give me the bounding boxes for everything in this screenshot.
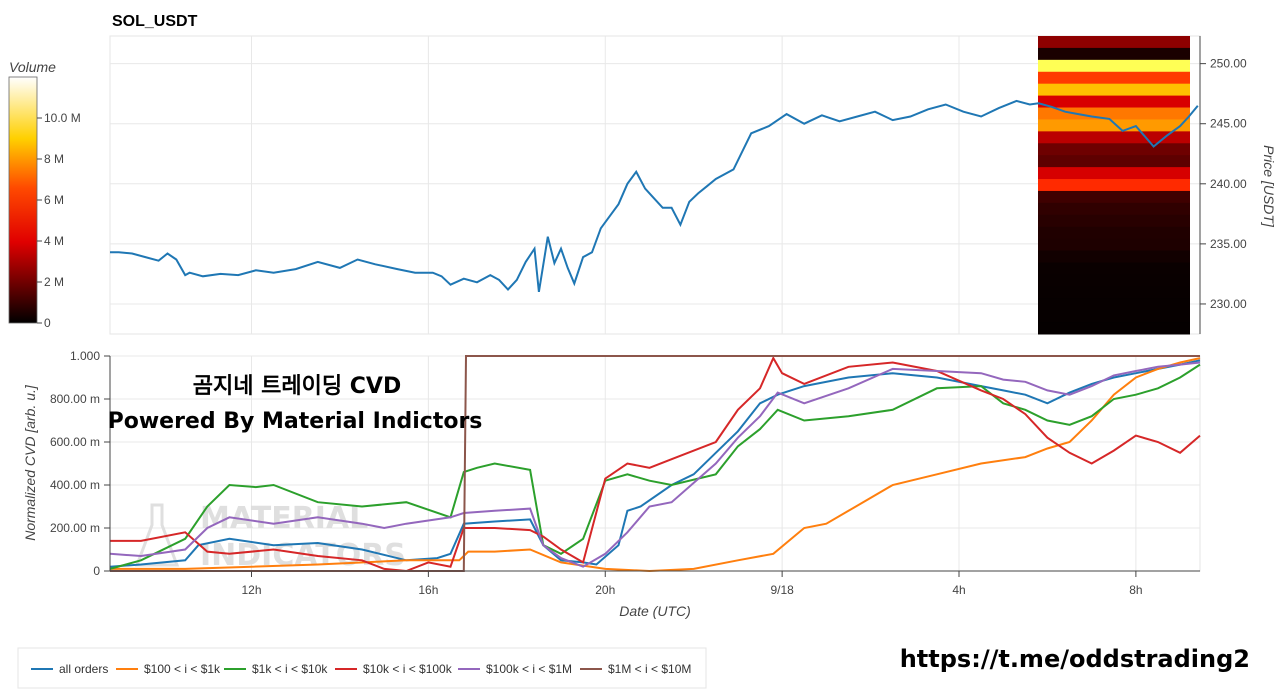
- heatmap-row: [1038, 131, 1190, 144]
- heatmap-row: [1038, 179, 1190, 192]
- cvd-plot-area: [109, 355, 1201, 572]
- price-y-axis-label: Price [USDT]: [1261, 145, 1277, 228]
- heatmap-row: [1038, 95, 1190, 109]
- heatmap-row: [1038, 107, 1190, 120]
- heatmap-row: [1038, 119, 1190, 132]
- legend-label: $100 < i < $1k: [144, 662, 221, 676]
- overlay-powered-by: Powered By Material Indictors: [108, 409, 483, 434]
- heatmap-row: [1038, 310, 1190, 323]
- price-y-tick-label: 235.00: [1210, 237, 1247, 251]
- heatmap-row: [1038, 47, 1190, 61]
- colorbar-tick-label: 0: [44, 316, 51, 330]
- cvd-x-tick-label: 16h: [418, 583, 438, 597]
- legend-label: $10k < i < $100k: [363, 662, 453, 676]
- cvd-x-tick-label: 4h: [952, 583, 965, 597]
- overlay-korean-title: 곰지네 트레이딩 CVD: [193, 374, 401, 399]
- heatmap-row: [1038, 238, 1190, 252]
- cvd-series-line: [110, 355, 1201, 573]
- heatmap-row: [1038, 190, 1190, 204]
- cvd-y-tick-label: 400.00 m: [50, 478, 100, 492]
- price-plot-area: [109, 35, 1201, 335]
- price-chart-title: SOL_USDT: [112, 13, 198, 30]
- cvd-x-tick-label: 12h: [241, 583, 261, 597]
- cvd-x-tick-label: 20h: [595, 583, 615, 597]
- volume-heatmap: [1038, 36, 1190, 335]
- price-series-line: [110, 99, 1199, 293]
- heatmap-row: [1038, 322, 1190, 335]
- cvd-series-line: [109, 363, 1201, 570]
- heatmap-row: [1038, 167, 1190, 180]
- legend-label: $100k < i < $1M: [486, 662, 572, 676]
- legend-label: all orders: [59, 662, 108, 676]
- heatmap-row: [1038, 83, 1190, 97]
- heatmap-row: [1038, 274, 1190, 287]
- price-y-tick-label: 245.00: [1210, 117, 1247, 131]
- legend-label: $1M < i < $10M: [608, 662, 691, 676]
- legend: all orders $100 < i < $1k $1k < i < $10k $1…: [17, 647, 707, 689]
- cvd-x-tick-label: 9/18: [770, 583, 794, 597]
- price-y-tick-label: 240.00: [1210, 177, 1247, 191]
- heatmap-row: [1038, 202, 1190, 216]
- cvd-series-line: [109, 359, 1201, 568]
- heatmap-row: [1038, 262, 1190, 275]
- cvd-x-tick-label: 8h: [1129, 583, 1142, 597]
- cvd-x-axis: 12h 16h 20h 9/18 4h 8h: [110, 570, 1200, 597]
- heatmap-row: [1038, 59, 1190, 73]
- cvd-y-tick-label: 800.00 m: [50, 392, 100, 406]
- cvd-series-line: [109, 361, 1201, 568]
- price-y-tick-label: 230.00: [1210, 297, 1247, 311]
- heatmap-row: [1038, 36, 1190, 49]
- telegram-url: https://t.me/oddstrading2: [900, 645, 1250, 673]
- heatmap-row: [1038, 143, 1190, 156]
- colorbar-tick-label: 4 M: [44, 234, 64, 248]
- colorbar-tick-label: 2 M: [44, 275, 64, 289]
- heatmap-row: [1038, 286, 1190, 299]
- heatmap-row: [1038, 155, 1190, 168]
- volume-colorbar: Volume 0 2 M 4 M 6 M 8 M 10.0 M: [8, 59, 81, 330]
- heatmap-row: [1038, 214, 1190, 228]
- legend-label: $1k < i < $10k: [252, 662, 328, 676]
- colorbar-ticks: 0 2 M 4 M 6 M 8 M 10.0 M: [37, 111, 81, 330]
- cvd-y-tick-label: 1.000: [70, 349, 100, 363]
- colorbar-gradient: [8, 76, 38, 324]
- colorbar-label: Volume: [9, 59, 56, 75]
- colorbar-tick-label: 10.0 M: [44, 111, 81, 125]
- cvd-y-axis-label: Normalized CVD [arb. u.]: [22, 384, 38, 541]
- price-panel: SOL_USDT 230.00235.00240.00245.00250.00 …: [109, 13, 1277, 335]
- cvd-x-axis-label: Date (UTC): [619, 603, 691, 619]
- heatmap-row: [1038, 226, 1190, 240]
- cvd-y-tick-label: 200.00 m: [50, 521, 100, 535]
- heatmap-row: [1038, 298, 1190, 311]
- price-y-tick-label: 250.00: [1210, 57, 1247, 71]
- cvd-y-tick-label: 600.00 m: [50, 435, 100, 449]
- heatmap-row: [1038, 250, 1190, 263]
- heatmap-row: [1038, 71, 1190, 85]
- colorbar-tick-label: 8 M: [44, 152, 64, 166]
- cvd-y-axis: 0 200.00 m 400.00 m 600.00 m 800.00 m 1.000: [50, 349, 111, 578]
- cvd-series-line: [110, 357, 1201, 573]
- cvd-y-tick-label: 0: [93, 564, 100, 578]
- colorbar-tick-label: 6 M: [44, 193, 64, 207]
- price-y-axis: 230.00 235.00 240.00 245.00 250.00: [1199, 36, 1247, 334]
